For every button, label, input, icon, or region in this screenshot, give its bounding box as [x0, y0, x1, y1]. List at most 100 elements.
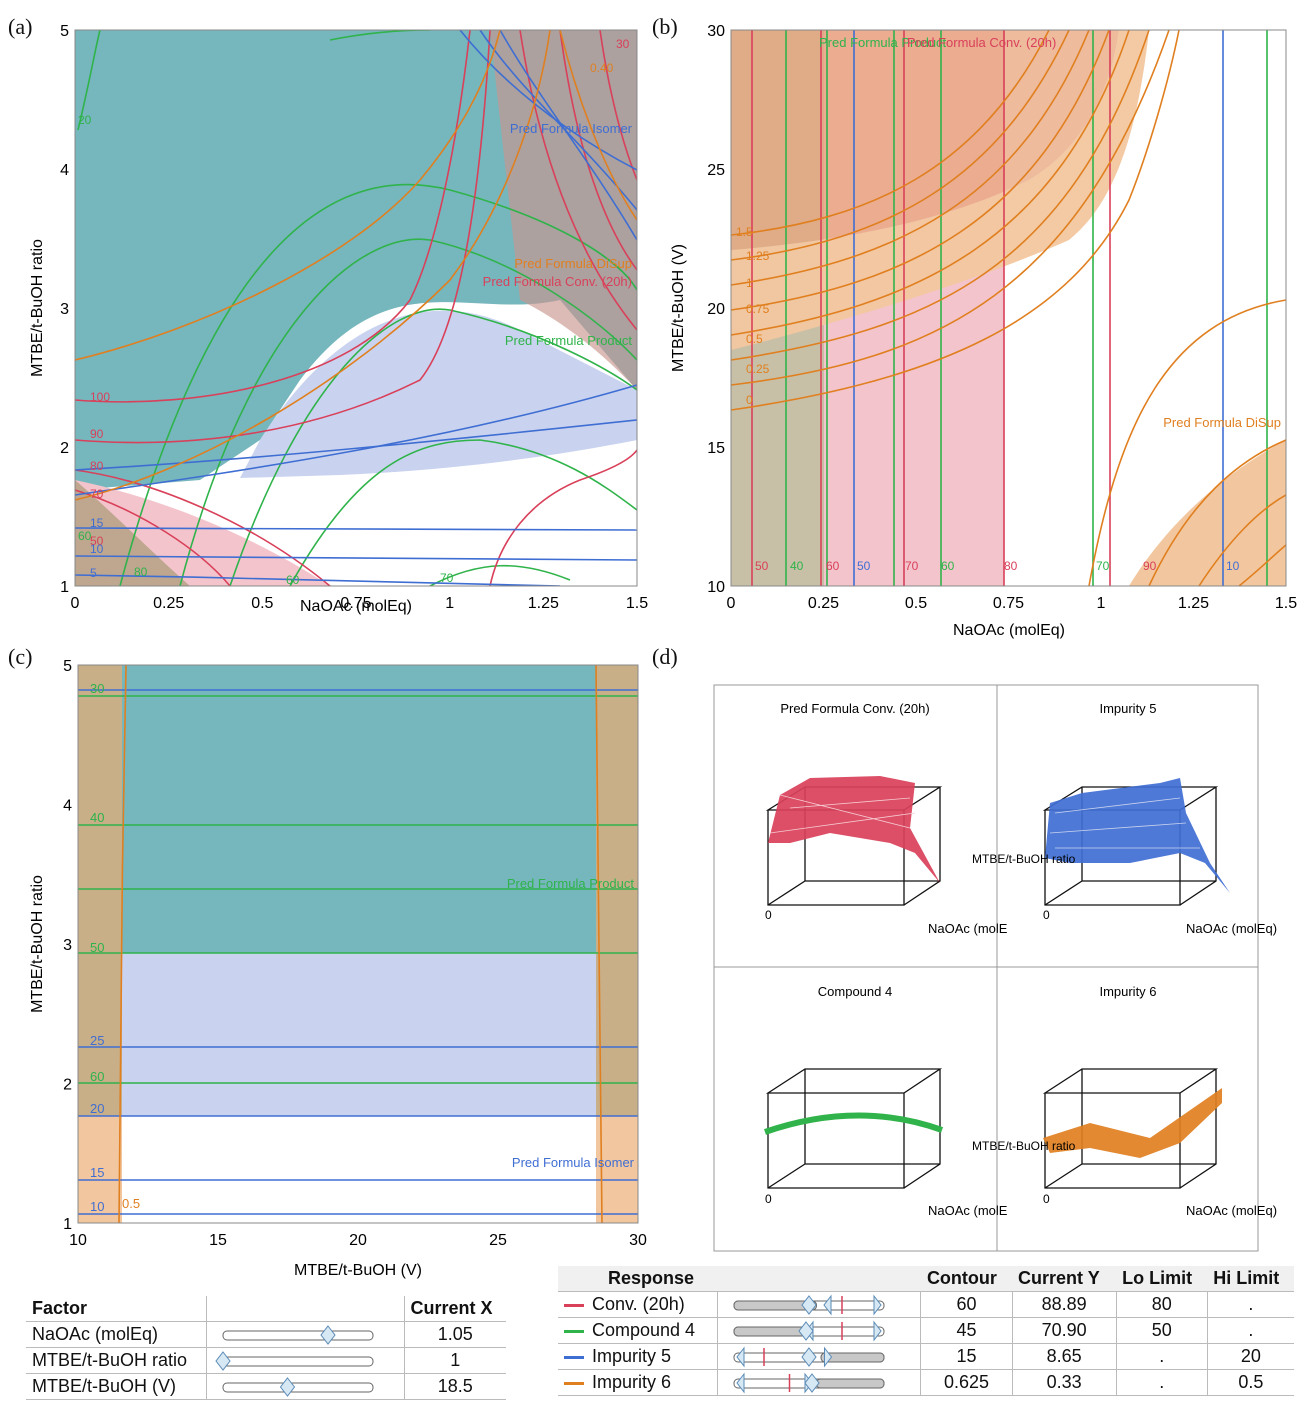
- contour-label: 70: [1096, 559, 1110, 573]
- x-tick-label: 15: [209, 1232, 227, 1249]
- series-label: Pred Formula Conv. (20h): [907, 35, 1056, 50]
- contour-value[interactable]: 15: [920, 1343, 1013, 1370]
- x-tick-label: 0.5: [905, 595, 927, 612]
- factor-name: MTBE/t-BuOH ratio: [26, 1347, 208, 1374]
- y-axis-label: MTBE/t-BuOH ratio: [29, 875, 46, 1013]
- response-table: Response Contour Current Y Lo Limit Hi L…: [558, 1266, 1294, 1396]
- lo-limit-value[interactable]: 80: [1115, 1291, 1208, 1318]
- y-tick-label: 3: [60, 301, 69, 318]
- lo-limit-value[interactable]: .: [1115, 1343, 1208, 1370]
- panel-label-c: (c): [8, 644, 33, 669]
- factor-slider[interactable]: [213, 1324, 383, 1346]
- factor-name: NaOAc (molEq): [26, 1321, 208, 1348]
- contour-label: 60: [941, 559, 955, 573]
- series-label: Pred Formula DiSup: [1163, 415, 1281, 430]
- contour-label: 0.25: [746, 362, 770, 376]
- x-tick-label: 1: [1097, 595, 1106, 612]
- x-tick-label: 1.25: [1178, 595, 1209, 612]
- response-slider[interactable]: [724, 1372, 894, 1394]
- factor-value[interactable]: 18.5: [403, 1373, 506, 1400]
- contour-value[interactable]: 0.625: [920, 1369, 1013, 1396]
- response-row: Impurity 5 15 8.65 . 20: [558, 1343, 1294, 1370]
- contour-value[interactable]: 60: [920, 1291, 1013, 1318]
- hi-limit-value[interactable]: 0.5: [1206, 1369, 1294, 1396]
- contour-label: 80: [1004, 559, 1018, 573]
- legend-swatch: [564, 1355, 584, 1359]
- contour-label: 100: [90, 390, 110, 404]
- legend-swatch: [564, 1381, 584, 1385]
- x-tick-label: 1.5: [1275, 595, 1297, 612]
- factor-row: MTBE/t-BuOH (V) 18.5: [26, 1373, 506, 1400]
- factor-row: NaOAc (molEq) 1.05: [26, 1321, 506, 1348]
- contour-label: 30: [90, 681, 104, 696]
- lo-limit-value[interactable]: .: [1115, 1369, 1208, 1396]
- contour-label: 40: [790, 559, 804, 573]
- surface-tick: 0: [1043, 1192, 1050, 1206]
- x-tick-label: 0.25: [153, 595, 184, 612]
- factor-value[interactable]: 1: [403, 1347, 506, 1374]
- panel-label-b: (b): [652, 14, 678, 39]
- surface-plots-panel: Pred Formula Conv. (20h) MT 0 NaOAc (mol…: [713, 684, 1277, 1252]
- y-tick-label: 3: [63, 937, 72, 954]
- current-y-value: 70.90: [1011, 1317, 1117, 1344]
- contour-label: 90: [90, 427, 104, 441]
- surface-tick: 0: [1043, 908, 1050, 922]
- hi-limit-value[interactable]: .: [1206, 1291, 1294, 1318]
- factor-header: Factor: [26, 1296, 208, 1322]
- x-tick-label: 10: [69, 1232, 87, 1249]
- x-tick-label: 0: [727, 595, 736, 612]
- series-label: Pred Formula Product: [507, 876, 635, 891]
- lo-limit-header: Lo Limit: [1116, 1266, 1208, 1292]
- contour-label: 0.5: [746, 332, 763, 346]
- x-tick-label: 0: [71, 595, 80, 612]
- contour-label: 20: [78, 113, 92, 127]
- contour-label: 60: [90, 1069, 104, 1084]
- surface-title: Impurity 6: [1099, 984, 1156, 999]
- response-row: Impurity 6 0.625 0.33 . 0.5: [558, 1369, 1294, 1396]
- contour-plot-c: 30 40 50 25 60 20 15 10 0.5 Pred Formula…: [29, 658, 647, 1279]
- contour-label: 70: [90, 487, 104, 501]
- series-label: Pred Formula Product: [505, 333, 633, 348]
- contour-label: 0.40: [590, 61, 614, 75]
- contour-plot-a: 20 100 90 80 70 60 50 15 10 5 80 60 70 3…: [29, 23, 648, 615]
- current-x-header: Current X: [403, 1296, 506, 1322]
- series-label: Pred Formula Isomer: [512, 1155, 635, 1170]
- response-name: Impurity 5: [592, 1346, 672, 1366]
- y-tick-label: 4: [63, 798, 72, 815]
- surface-xlabel: NaOAc (molE: [928, 1203, 1008, 1218]
- factor-value[interactable]: 1.05: [403, 1321, 506, 1348]
- x-axis-label: NaOAc (molEq): [300, 598, 412, 615]
- y-tick-label: 30: [707, 23, 725, 40]
- contour-header: Contour: [920, 1266, 1013, 1292]
- x-axis-label: MTBE/t-BuOH (V): [294, 1262, 422, 1279]
- x-tick-label: 1: [445, 595, 454, 612]
- x-tick-label: 30: [629, 1232, 647, 1249]
- contour-label: 15: [90, 516, 104, 530]
- hi-limit-value[interactable]: 20: [1206, 1343, 1294, 1370]
- surface-ylabel: MTBE/t-BuOH ratio: [972, 1139, 1076, 1153]
- contour-label: 80: [134, 565, 148, 579]
- contour-value[interactable]: 45: [920, 1317, 1013, 1344]
- panel-label-a: (a): [8, 14, 33, 39]
- contour-label: 0.75: [746, 302, 770, 316]
- legend-swatch: [564, 1303, 584, 1307]
- lo-limit-value[interactable]: 50: [1115, 1317, 1208, 1344]
- x-tick-label: 1.5: [626, 595, 648, 612]
- hi-limit-value[interactable]: .: [1206, 1317, 1294, 1344]
- contour-label: 10: [90, 542, 104, 556]
- contour-label: 0.5: [122, 1196, 140, 1211]
- y-tick-label: 2: [60, 440, 69, 457]
- x-tick-label: 20: [349, 1232, 367, 1249]
- surface-subplot-impurity6: Impurity 6 MTBE/t-BuOH ratio 0 NaOAc (mo…: [972, 984, 1277, 1218]
- factor-slider[interactable]: [213, 1376, 383, 1398]
- response-slider[interactable]: [724, 1294, 894, 1316]
- factor-slider[interactable]: [213, 1350, 383, 1372]
- contour-label: 60: [826, 559, 840, 573]
- response-slider[interactable]: [724, 1320, 894, 1342]
- contour-label: 10: [90, 1199, 104, 1214]
- contour-label: 1.5: [736, 225, 753, 239]
- x-tick-label: 0.5: [251, 595, 273, 612]
- current-y-header: Current Y: [1012, 1266, 1117, 1292]
- response-slider[interactable]: [724, 1346, 894, 1368]
- y-tick-label: 5: [60, 23, 69, 40]
